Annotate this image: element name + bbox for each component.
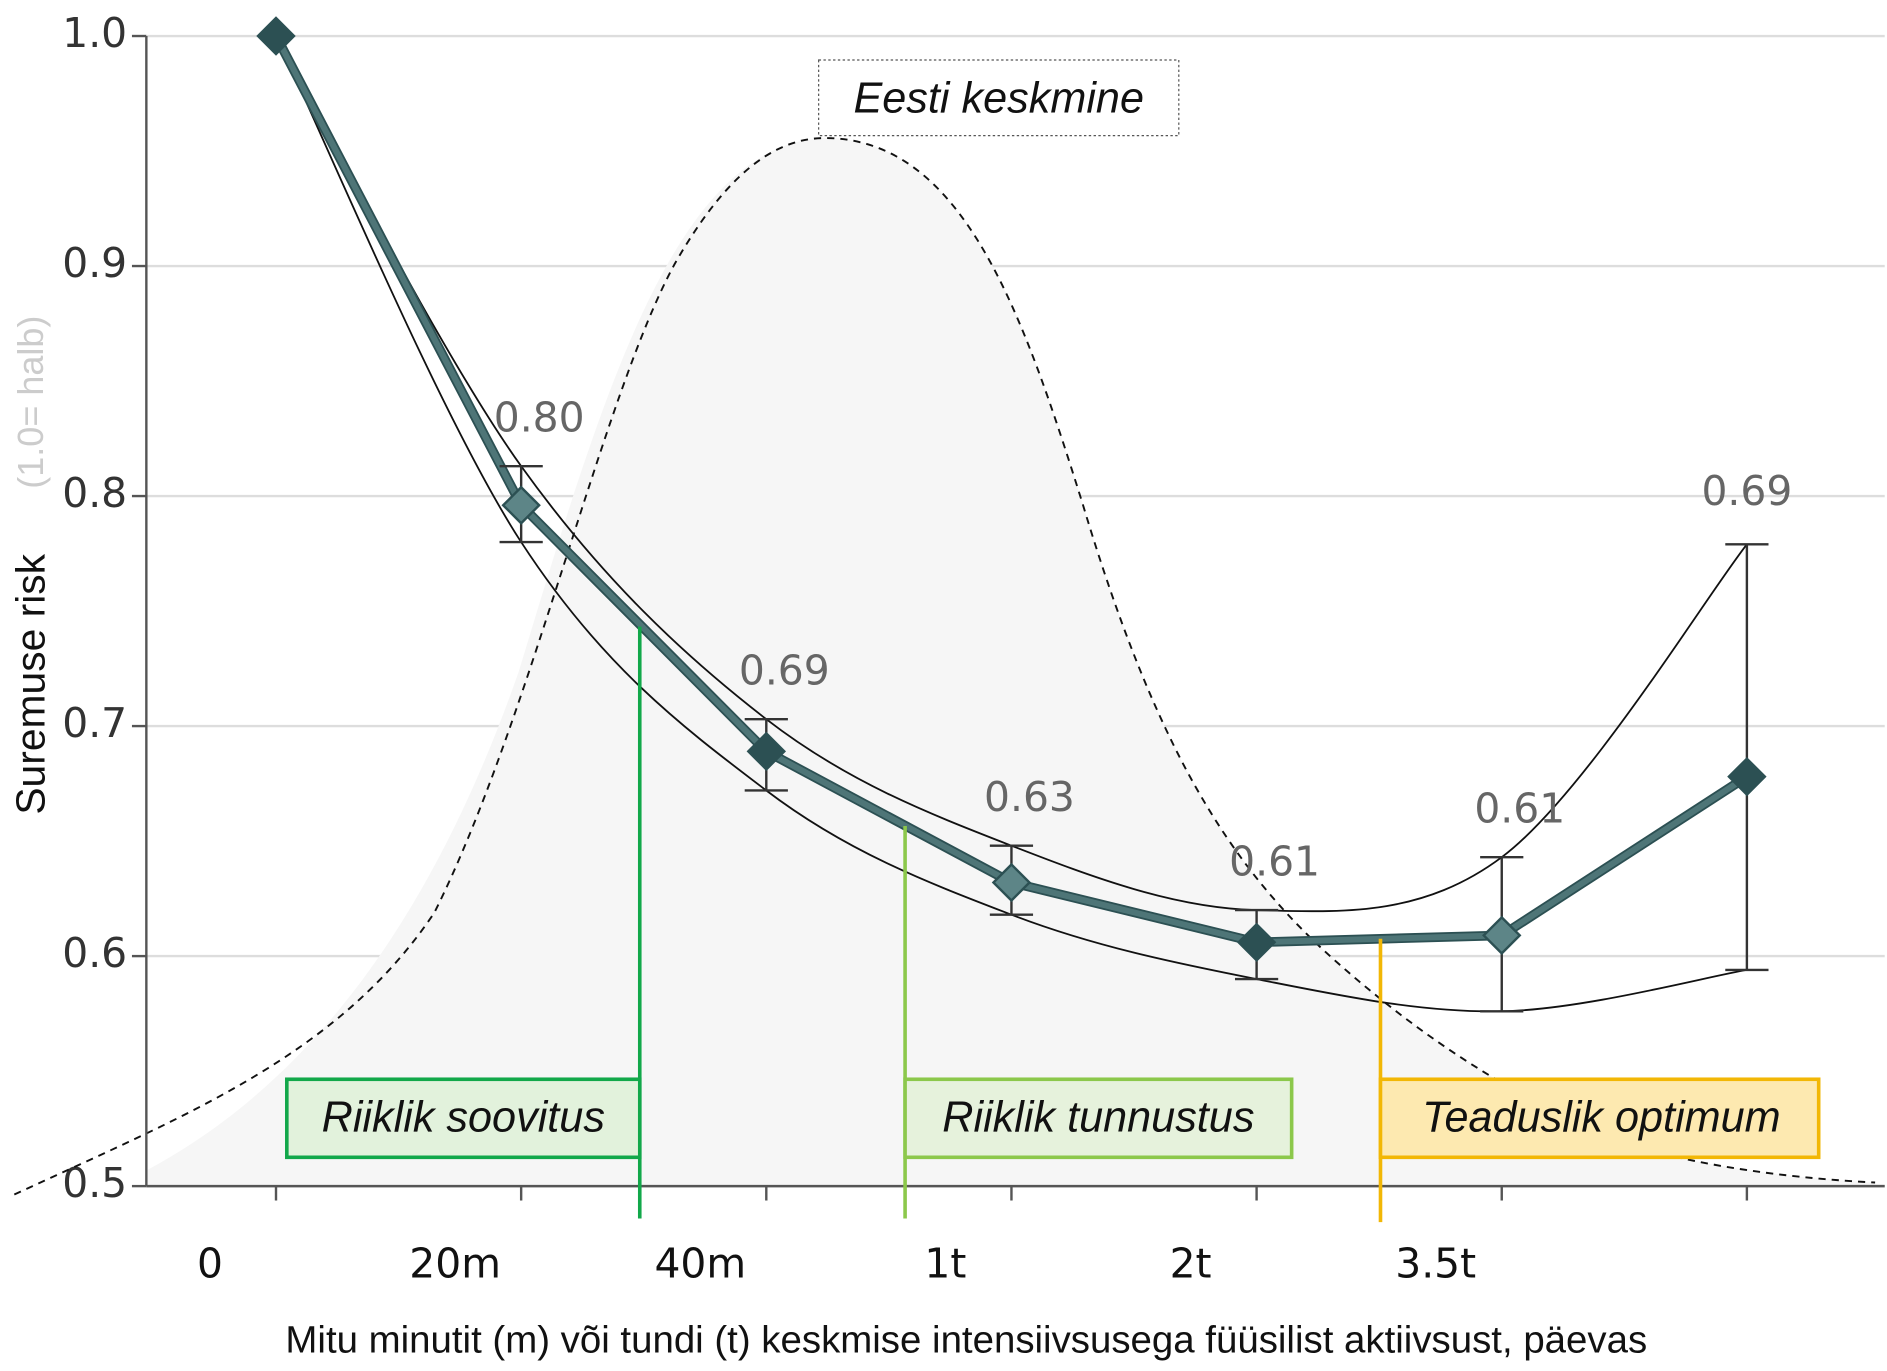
x-tick-label: 0 — [197, 1240, 223, 1288]
value-label: 0.61 — [1229, 837, 1320, 885]
x-axis-title: Mitu minutit (m) või tundi (t) keskmise … — [285, 1318, 1647, 1361]
optimum-label: Teaduslik optimum — [1422, 1094, 1781, 1142]
x-tick-label: 1t — [924, 1240, 966, 1288]
y-axis-title: Suremuse risk — [7, 553, 53, 814]
distribution-label-box — [818, 59, 1180, 137]
x-tick-label: 2t — [1170, 1240, 1212, 1288]
distribution-label: Eesti keskmine — [853, 74, 1144, 122]
y-tick-label: 0.8 — [62, 469, 127, 517]
optimum-box — [1378, 1077, 1821, 1160]
x-tick-label: 20m — [409, 1240, 501, 1288]
point-marker — [991, 862, 1032, 903]
value-label: 0.63 — [984, 773, 1075, 821]
value-label: 0.61 — [1474, 785, 1565, 833]
confidence-curve — [275, 35, 1748, 913]
y-tick-label: 0.9 — [62, 239, 127, 287]
point-marker — [501, 485, 541, 525]
recommendation-box — [285, 1077, 642, 1160]
x-tick-label: 40m — [654, 1240, 746, 1288]
point-marker — [1482, 915, 1522, 956]
data-layer: 0 20m 40m 1t 2t 3.5t 0.80 0.69 0.63 0.61 0.61 0.69 — [197, 16, 1792, 1288]
x-tick-label: 3.5t — [1395, 1240, 1476, 1288]
value-label: 0.80 — [494, 394, 585, 442]
recognition-label: Riiklik tunnustus — [942, 1094, 1254, 1142]
distribution-curve — [13, 137, 1876, 1196]
y-tick-label: 0.5 — [62, 1159, 127, 1207]
y-tick-label: 0.7 — [62, 699, 127, 747]
distribution-fill — [146, 138, 1876, 1187]
point-marker — [256, 16, 296, 56]
y-axis-note: (1.0= halb) — [10, 316, 51, 489]
point-marker — [746, 731, 787, 772]
value-label: 0.69 — [1701, 467, 1792, 515]
y-tick-label: 0.6 — [62, 929, 127, 977]
value-label: 0.69 — [739, 647, 830, 695]
recognition-box — [903, 1077, 1294, 1160]
point-marker — [1727, 756, 1767, 797]
recommendation-label: Riiklik soovitus — [322, 1094, 605, 1142]
point-marker — [1236, 922, 1277, 963]
y-tick-label: 1.0 — [62, 9, 127, 57]
